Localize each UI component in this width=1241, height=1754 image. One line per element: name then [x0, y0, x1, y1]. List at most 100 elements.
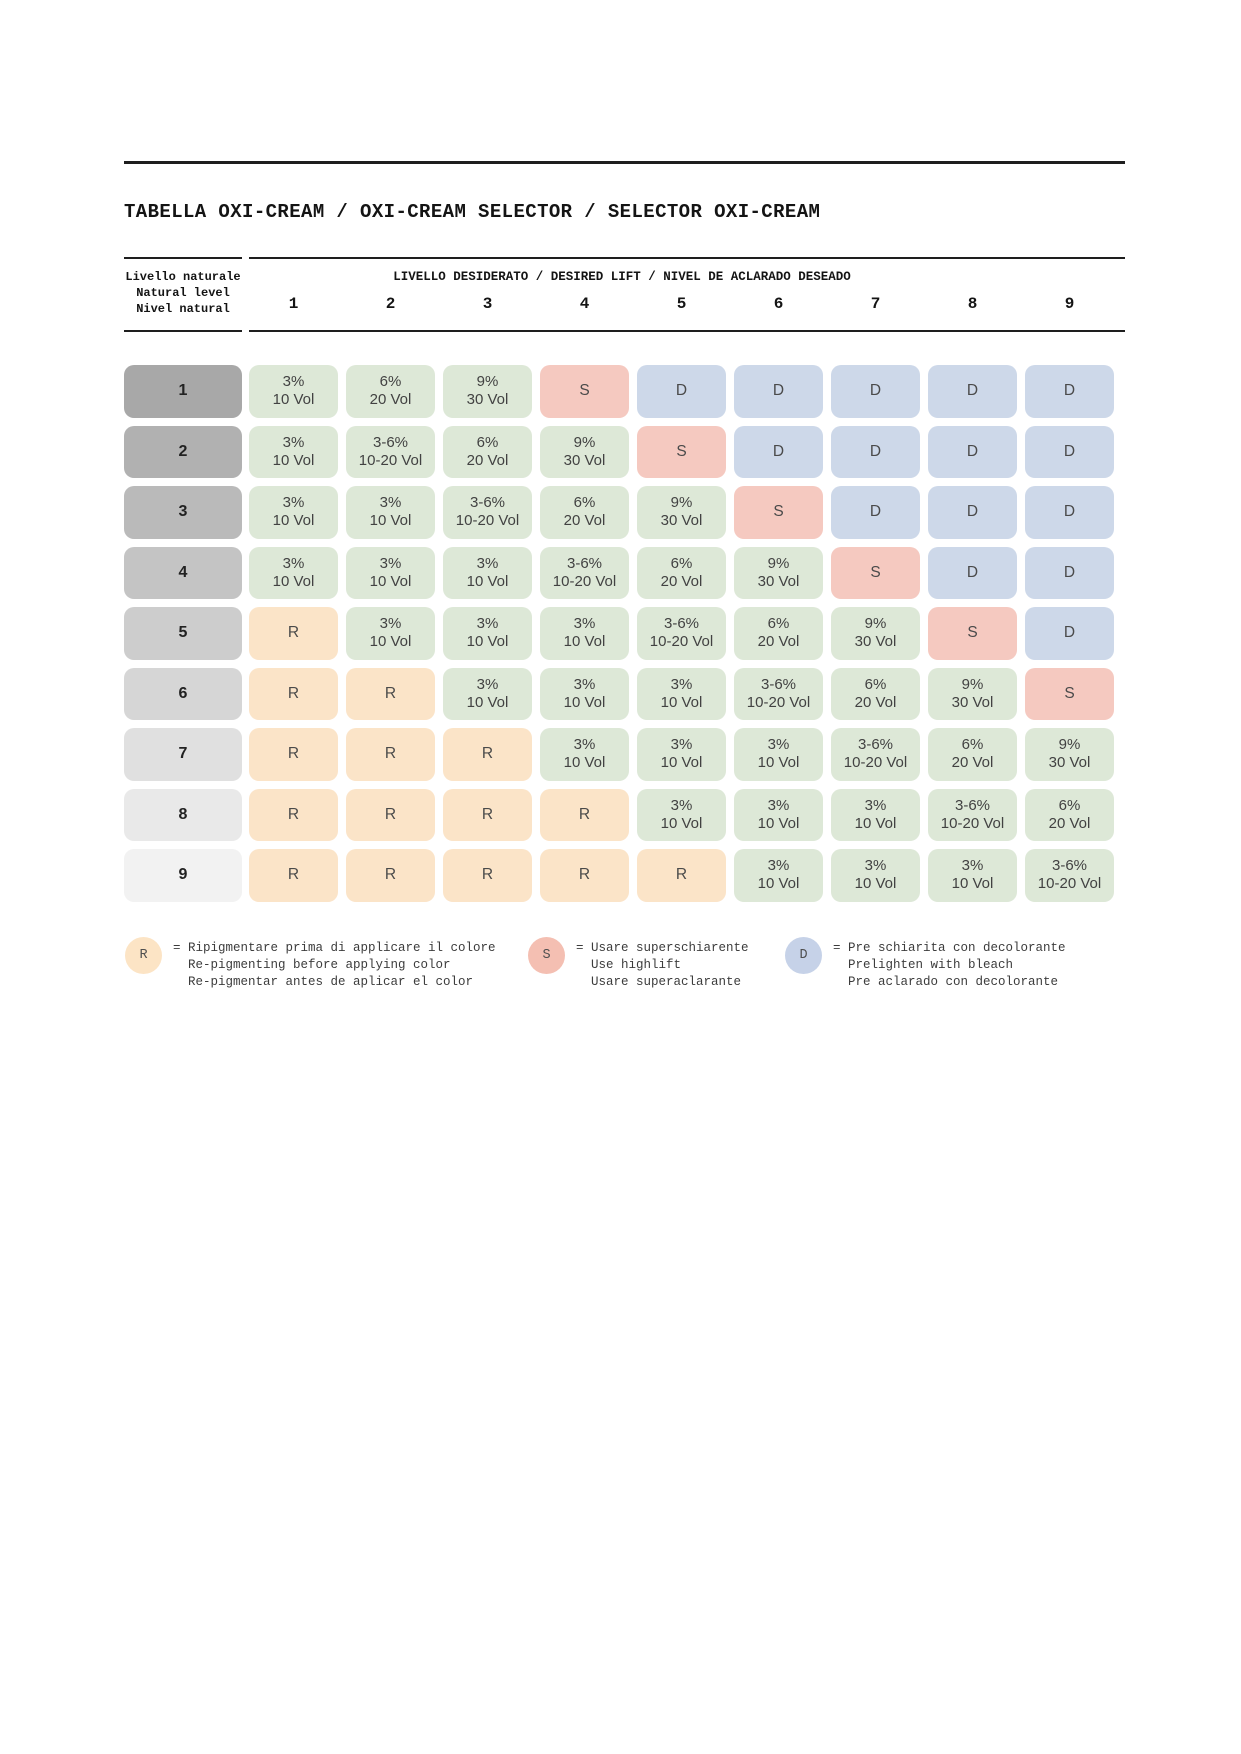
legend-line: = Pre schiarita con decolorante: [833, 941, 1066, 955]
cell-developer: 3% 10 Vol: [540, 607, 629, 660]
cell-line: 10 Vol: [951, 875, 994, 893]
cell-line: 3%: [573, 736, 596, 754]
cell-line: 9%: [670, 494, 693, 512]
cell-R: R: [249, 849, 338, 902]
cell-D: D: [831, 425, 920, 478]
cell-line: 3%: [476, 554, 499, 572]
cell-D: D: [734, 365, 823, 418]
cell-D: D: [1025, 365, 1114, 418]
cell-line: 6%: [379, 373, 402, 391]
cell-line: 10 Vol: [369, 633, 412, 651]
cell-developer: 3% 10 Vol: [831, 849, 920, 902]
cell-line: 10 Vol: [854, 814, 897, 832]
column-number-7: 7: [870, 295, 881, 313]
cell-line: 10-20 Vol: [649, 633, 714, 651]
column-number-6: 6: [773, 295, 784, 313]
cell-D: D: [831, 486, 920, 539]
cell-line: 10 Vol: [369, 572, 412, 590]
table-row-level-8: 8 R R R R 3% 10 Vol 3% 10 Vol 3% 10 Vol 3-6% 10-20 V…: [124, 788, 1114, 841]
table-row-level-2: 2 3% 10 Vol 3-6% 10-20 Vol 6% 20 Vol 9% 30 Vol S D…: [124, 425, 1114, 478]
cell-line: 30 Vol: [563, 451, 606, 469]
cell-line: 10 Vol: [660, 754, 703, 772]
legend-line: Pre aclarado con decolorante: [848, 975, 1059, 989]
legend-line: Use highlift: [591, 958, 682, 972]
legend-line: Re-pigmentar antes de aplicar el color: [188, 975, 474, 989]
cell-line: 3-6%: [954, 796, 991, 814]
header-rule-right-top: [249, 257, 1125, 259]
cell-line: 10-20 Vol: [843, 754, 908, 772]
cell-line: 3%: [767, 736, 790, 754]
cell-line: 6%: [476, 433, 499, 451]
cell-S: S: [540, 365, 629, 418]
cell-developer: 6% 20 Vol: [831, 667, 920, 720]
cell-R: R: [443, 849, 532, 902]
cell-D: D: [1025, 546, 1114, 599]
cell-line: 30 Vol: [660, 512, 703, 530]
cell-developer: 9% 30 Vol: [540, 425, 629, 478]
legend-text-S: = Usare superschiarente Use highlift Usare…: [576, 937, 749, 991]
cell-developer: 3% 10 Vol: [928, 849, 1017, 902]
cell-developer: 3-6% 10-20 Vol: [637, 607, 726, 660]
cell-line: 20 Vol: [660, 572, 703, 590]
cell-developer: 3% 10 Vol: [540, 728, 629, 781]
level-cell: 8: [124, 788, 242, 841]
cell-developer: 6% 20 Vol: [443, 425, 532, 478]
cell-line: 6%: [961, 736, 984, 754]
cell-line: 10 Vol: [563, 633, 606, 651]
cell-line: 3-6%: [469, 494, 506, 512]
level-cell: 7: [124, 728, 242, 781]
column-number-4: 4: [579, 295, 590, 313]
cell-line: 3%: [767, 796, 790, 814]
cell-line: 3%: [670, 736, 693, 754]
cell-developer: 3% 10 Vol: [540, 667, 629, 720]
cell-line: 3%: [282, 554, 305, 572]
cell-line: 3%: [476, 615, 499, 633]
cell-line: 20 Vol: [1048, 814, 1091, 832]
cell-developer: 3% 10 Vol: [346, 486, 435, 539]
cell-developer: 3% 10 Vol: [249, 546, 338, 599]
cell-developer: 3% 10 Vol: [637, 667, 726, 720]
cell-developer: 3% 10 Vol: [734, 728, 823, 781]
cell-line: 20 Vol: [854, 693, 897, 711]
cell-developer: 3% 10 Vol: [249, 486, 338, 539]
cell-D: D: [1025, 425, 1114, 478]
top-rule: [124, 161, 1125, 164]
cell-R: R: [443, 728, 532, 781]
cell-developer: 3% 10 Vol: [831, 788, 920, 841]
cell-line: 30 Vol: [1048, 754, 1091, 772]
cell-line: 3%: [282, 494, 305, 512]
col-axis-label: LIVELLO DESIDERATO / DESIRED LIFT / NIVE…: [393, 270, 851, 284]
cell-R: R: [346, 849, 435, 902]
cell-line: 3-6%: [372, 433, 409, 451]
cell-line: 10 Vol: [369, 512, 412, 530]
cell-developer: 9% 30 Vol: [928, 667, 1017, 720]
cell-line: 3%: [864, 796, 887, 814]
table-row-level-5: 5 R 3% 10 Vol 3% 10 Vol 3% 10 Vol 3-6% 10-20 Vol 6…: [124, 607, 1114, 660]
cell-line: 30 Vol: [854, 633, 897, 651]
cell-R: R: [540, 849, 629, 902]
cell-line: 3%: [282, 433, 305, 451]
cell-line: 3%: [670, 796, 693, 814]
cell-S: S: [734, 486, 823, 539]
cell-line: 10-20 Vol: [358, 451, 423, 469]
cell-line: 3%: [961, 857, 984, 875]
cell-R: R: [249, 728, 338, 781]
cell-line: 3-6%: [566, 554, 603, 572]
cell-D: D: [928, 425, 1017, 478]
cell-R: R: [249, 788, 338, 841]
column-numbers: 1 2 3 4 5 6 7 8 9: [249, 295, 1125, 315]
cell-developer: 3% 10 Vol: [637, 788, 726, 841]
cell-developer: 3-6% 10-20 Vol: [540, 546, 629, 599]
cell-line: 30 Vol: [757, 572, 800, 590]
cell-line: 20 Vol: [563, 512, 606, 530]
cell-line: 3%: [476, 675, 499, 693]
legend-line: Re-pigmenting before applying color: [188, 958, 451, 972]
column-number-2: 2: [385, 295, 396, 313]
cell-line: 10 Vol: [272, 572, 315, 590]
cell-line: 9%: [573, 433, 596, 451]
cell-D: D: [637, 365, 726, 418]
cell-line: 3-6%: [1051, 857, 1088, 875]
cell-R: R: [346, 667, 435, 720]
cell-line: 6%: [670, 554, 693, 572]
cell-line: 9%: [961, 675, 984, 693]
